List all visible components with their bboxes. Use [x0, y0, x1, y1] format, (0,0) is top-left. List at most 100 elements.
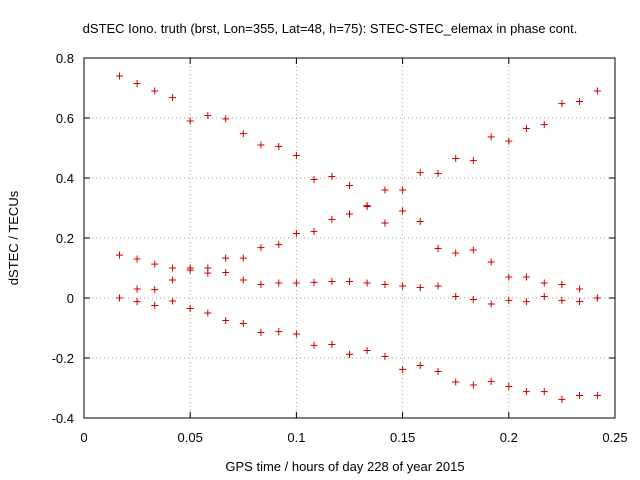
- x-tick-label: 0.15: [390, 430, 415, 445]
- axis-ticks: -0.4 -0.2 0 0.2 0.4 0.6 0.8 0 0.05 0.1 0.15 0.2 0.25: [52, 51, 628, 445]
- data-point: [522, 298, 530, 306]
- data-point: [416, 362, 424, 369]
- data-point: [522, 388, 530, 396]
- data-point: [593, 294, 601, 302]
- data-point: [115, 72, 123, 80]
- data-point: [452, 293, 460, 300]
- data-point: [115, 294, 123, 302]
- y-tick-label: -0.4: [52, 411, 74, 426]
- data-point: [204, 269, 212, 277]
- data-point: [346, 182, 353, 189]
- data-point: [469, 246, 477, 254]
- data-point: [275, 279, 283, 287]
- data-point: [593, 392, 601, 399]
- y-tick-label: 0.8: [56, 51, 74, 66]
- data-point: [239, 276, 247, 284]
- data-point: [151, 286, 159, 294]
- data-point: [452, 155, 460, 162]
- data-point: [239, 130, 247, 138]
- data-point: [275, 328, 283, 336]
- y-tick-label: 0.4: [56, 171, 74, 186]
- data-point: [593, 87, 601, 95]
- data-point: [399, 365, 407, 373]
- data-point: [151, 302, 159, 309]
- data-point: [505, 296, 513, 304]
- data-point: [328, 215, 336, 223]
- plot-frame: [83, 57, 616, 419]
- data-point: [558, 296, 566, 304]
- data-point: [169, 264, 177, 272]
- data-point: [381, 186, 389, 194]
- data-point: [275, 143, 283, 150]
- data-point: [469, 296, 477, 303]
- data-point: [576, 298, 584, 306]
- data-point: [416, 169, 424, 177]
- data-point: [346, 210, 353, 218]
- x-tick-label: 0.2: [500, 430, 518, 445]
- data-point: [416, 284, 424, 291]
- data-point: [469, 381, 477, 389]
- data-point: [292, 330, 300, 338]
- data-point: [292, 230, 300, 237]
- data-point: [381, 353, 389, 360]
- data-point: [204, 112, 212, 120]
- data-point: [434, 282, 442, 290]
- data-point: [222, 317, 230, 324]
- data-point: [381, 219, 389, 227]
- data-point: [399, 207, 407, 215]
- data-point: [505, 273, 513, 281]
- data-point: [239, 320, 247, 327]
- data-point: [487, 377, 495, 385]
- data-point: [169, 297, 177, 305]
- data-point: [310, 278, 318, 286]
- data-point: [452, 249, 460, 257]
- data-point: [399, 186, 407, 194]
- y-axis-label: dSTEC / TECUs: [6, 190, 21, 285]
- data-point: [151, 87, 159, 95]
- data-point: [257, 281, 265, 288]
- data-point: [222, 115, 230, 123]
- data-point: [239, 254, 247, 262]
- x-tick-label: 0.1: [287, 430, 305, 445]
- grid-lines: [84, 58, 615, 418]
- data-point: [133, 298, 141, 306]
- data-point: [576, 392, 584, 399]
- data-point: [186, 117, 194, 125]
- data-point: [381, 281, 389, 288]
- x-tick-label: 0: [80, 430, 87, 445]
- data-point: [310, 176, 318, 183]
- data-point: [540, 388, 548, 396]
- x-axis-label: GPS time / hours of day 228 of year 2015: [225, 459, 464, 474]
- data-point: [257, 141, 265, 149]
- data-point: [522, 125, 530, 132]
- data-point: [505, 383, 513, 390]
- data-point: [346, 350, 353, 358]
- data-point: [310, 341, 318, 349]
- y-tick-label: 0.6: [56, 111, 74, 126]
- data-point: [169, 94, 177, 102]
- y-tick-label: 0.2: [56, 231, 74, 246]
- y-tick-label: 0: [67, 291, 74, 306]
- data-point: [487, 133, 495, 141]
- data-point: [416, 218, 424, 225]
- x-tick-label: 0.25: [602, 430, 627, 445]
- y-tick-label: -0.2: [52, 351, 74, 366]
- data-point: [363, 203, 371, 210]
- data-point: [558, 395, 566, 403]
- data-point: [363, 279, 371, 287]
- data-point: [505, 137, 513, 145]
- data-point: [151, 260, 159, 268]
- data-point: [292, 279, 300, 287]
- data-point: [222, 254, 230, 262]
- data-point: [540, 279, 548, 287]
- data-point: [292, 152, 300, 159]
- data-point: [328, 173, 336, 180]
- data-point: [576, 98, 584, 105]
- data-point: [540, 293, 548, 300]
- data-point: [346, 278, 353, 285]
- data-point: [186, 305, 194, 312]
- data-point: [487, 258, 495, 266]
- data-point: [452, 378, 460, 386]
- data-point: [328, 341, 336, 348]
